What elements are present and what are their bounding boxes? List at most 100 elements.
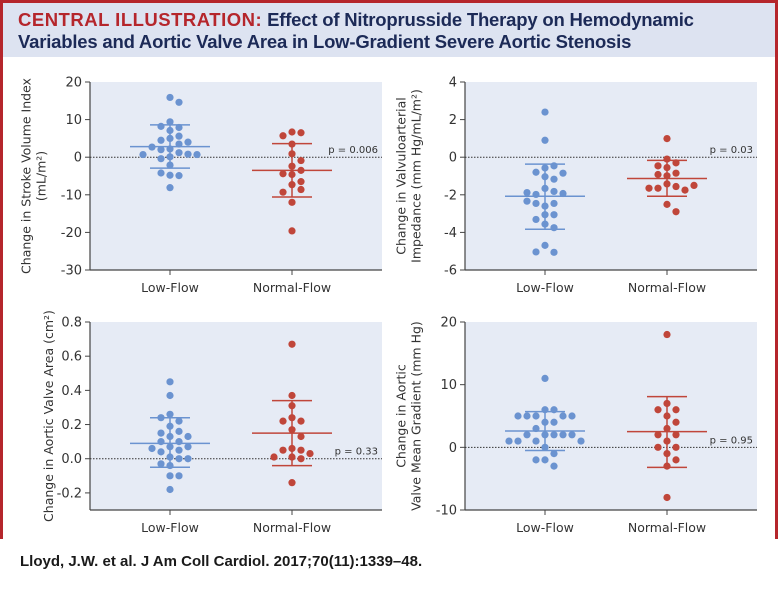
data-point: [672, 406, 680, 414]
plot-area: [465, 322, 757, 510]
data-point: [505, 437, 513, 445]
y-axis-label: Valve Mean Gradient (mm Hg): [409, 321, 424, 511]
data-point: [175, 149, 183, 157]
data-point: [297, 185, 305, 194]
data-point: [279, 417, 287, 425]
data-point: [279, 446, 287, 454]
data-point: [157, 460, 165, 468]
data-point: [550, 211, 558, 219]
data-point: [654, 184, 662, 192]
y-axis-label: Change in Aortic Valve Area (cm²): [41, 310, 56, 522]
y-axis-label: Change in Valvuloarterial: [394, 97, 409, 255]
x-category-label: Low-Flow: [516, 520, 574, 535]
y-tick-label: 0.4: [61, 384, 82, 399]
y-tick-label: -10: [436, 504, 457, 519]
data-point: [559, 431, 567, 439]
data-point: [550, 162, 558, 170]
data-point: [532, 215, 540, 224]
x-category-label: Normal-Flow: [628, 280, 706, 295]
data-point: [288, 227, 296, 235]
y-tick-label: 0: [449, 441, 457, 456]
y-tick-label: -20: [61, 226, 82, 241]
data-point: [288, 479, 296, 487]
chart-panel-3: -0.2 0.0 0.2 0.4 0.6 0.8 p = 0.33 Change in Aor…: [41, 310, 382, 535]
normal-flow-series: [252, 340, 332, 487]
y-tick-label: 0: [74, 151, 82, 166]
data-point: [175, 172, 183, 180]
data-point: [157, 122, 165, 130]
low-flow-series: [505, 108, 585, 256]
data-point: [550, 224, 558, 232]
data-point: [297, 432, 305, 441]
data-point: [523, 197, 531, 205]
y-axis-label: Impedance (mm Hg/mL/m²): [409, 89, 424, 263]
plot-area: [465, 82, 757, 270]
data-point: [297, 129, 305, 137]
data-point: [175, 472, 183, 480]
data-point: [690, 181, 698, 189]
data-point: [550, 199, 558, 208]
data-point: [288, 198, 296, 206]
data-point: [532, 248, 540, 256]
figure-title: CENTRAL ILLUSTRATION: Effect of Nitropru…: [18, 9, 768, 53]
title-text: Effect of Nitroprusside Therapy on Hemod…: [18, 9, 694, 52]
low-flow-series: [130, 93, 210, 192]
y-tick-label: 0.0: [61, 452, 82, 467]
data-point: [672, 169, 680, 177]
data-point: [166, 184, 174, 192]
data-point: [148, 444, 156, 453]
normal-flow-series: [252, 128, 332, 235]
data-point: [523, 431, 531, 439]
data-point: [288, 340, 296, 348]
x-category-label: Normal-Flow: [628, 520, 706, 535]
central-illustration-label: CENTRAL ILLUSTRATION:: [18, 9, 263, 30]
data-point: [175, 98, 183, 106]
data-point: [288, 128, 296, 136]
data-point: [175, 455, 183, 463]
data-point: [184, 432, 192, 441]
data-point: [184, 443, 192, 451]
data-point: [175, 446, 183, 454]
y-tick-label: 0.2: [61, 418, 82, 433]
y-tick-label: 0.8: [61, 316, 82, 331]
y-tick-label: 2: [449, 113, 457, 128]
data-point: [157, 429, 165, 437]
data-point: [654, 170, 662, 179]
data-point: [559, 412, 567, 420]
y-tick-label: 10: [65, 113, 82, 128]
p-value: p = 0.95: [710, 435, 753, 446]
x-category-label: Normal-Flow: [253, 520, 331, 535]
low-flow-series: [505, 374, 585, 470]
data-point: [541, 136, 549, 144]
y-tick-label: -4: [444, 226, 457, 241]
y-tick-label: 0: [449, 151, 457, 166]
normal-flow-series: [627, 330, 707, 502]
data-point: [672, 443, 680, 451]
x-category-label: Normal-Flow: [253, 280, 331, 295]
data-point: [559, 169, 567, 177]
x-category-label: Low-Flow: [141, 520, 199, 535]
data-point: [139, 150, 147, 159]
data-point: [175, 438, 183, 446]
data-point: [532, 437, 540, 445]
data-point: [532, 412, 540, 420]
data-point: [645, 184, 653, 192]
data-point: [654, 162, 662, 170]
data-point: [184, 150, 192, 158]
data-point: [550, 450, 558, 458]
data-point: [175, 140, 183, 148]
data-point: [514, 437, 522, 445]
data-point: [541, 108, 549, 116]
data-point: [175, 427, 183, 435]
data-point: [523, 188, 531, 197]
data-point: [157, 155, 165, 163]
header-band: CENTRAL ILLUSTRATION: Effect of Nitropru…: [3, 3, 775, 57]
data-point: [279, 170, 287, 178]
plot-area: [90, 322, 382, 510]
data-point: [654, 431, 662, 439]
data-point: [672, 182, 680, 191]
y-tick-label: 20: [65, 76, 82, 91]
citation: Lloyd, J.W. et al. J Am Coll Cardiol. 20…: [20, 553, 423, 570]
data-point: [166, 485, 174, 494]
